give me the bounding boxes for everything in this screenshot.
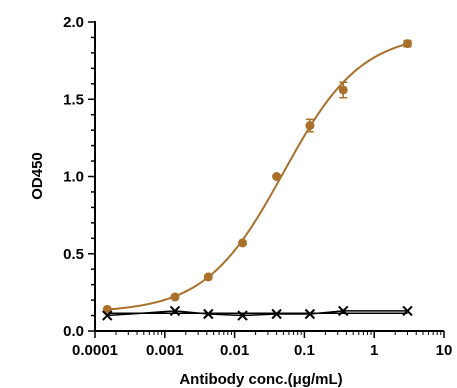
fit-lines bbox=[107, 42, 408, 317]
series-2-point bbox=[271, 308, 282, 320]
points bbox=[102, 39, 413, 321]
y-tick-label: 2.0 bbox=[63, 14, 84, 31]
series-1-point bbox=[403, 39, 413, 49]
series-2-point bbox=[102, 310, 113, 321]
x-tick-label: 1 bbox=[370, 342, 378, 359]
y-tick-label: 0.5 bbox=[63, 246, 84, 263]
x-tick-label: 0.1 bbox=[294, 342, 315, 359]
x-tick-label: 10 bbox=[436, 342, 453, 359]
y-tick-label: 0.0 bbox=[63, 323, 84, 340]
series-2-point bbox=[402, 305, 413, 317]
series-1-point bbox=[238, 238, 248, 248]
series-2-point bbox=[338, 305, 349, 317]
series-2-point bbox=[304, 308, 316, 320]
y-axis-title: OD450 bbox=[29, 152, 46, 200]
series-1-point bbox=[102, 304, 112, 314]
x-ticks: 0.0001 0.001 0.01 0.1 1 10 bbox=[72, 331, 452, 359]
series-2-point bbox=[203, 308, 214, 320]
error-bars bbox=[103, 39, 412, 312]
series-2-line bbox=[107, 310, 408, 317]
series-1-point bbox=[272, 172, 282, 181]
series-1-point bbox=[203, 272, 213, 282]
x-axis-title: Antibody conc.(μg/mL) bbox=[179, 371, 342, 388]
series-2-point bbox=[237, 310, 248, 321]
series-1-fit-curve bbox=[107, 42, 408, 311]
x-tick-label: 0.001 bbox=[146, 342, 184, 359]
y-tick-label: 1.5 bbox=[63, 91, 84, 108]
series-1-point bbox=[338, 85, 348, 95]
y-ticks: 0.0 0.5 1.0 1.5 2.0 bbox=[63, 14, 95, 340]
y-tick-label: 1.0 bbox=[63, 169, 84, 186]
series-1-point bbox=[170, 292, 180, 302]
series-2-point bbox=[169, 305, 181, 317]
axes bbox=[94, 21, 444, 332]
x-tick-label: 0.01 bbox=[220, 342, 249, 359]
x-tick-label: 0.0001 bbox=[72, 342, 118, 359]
series-1-point bbox=[305, 121, 315, 131]
